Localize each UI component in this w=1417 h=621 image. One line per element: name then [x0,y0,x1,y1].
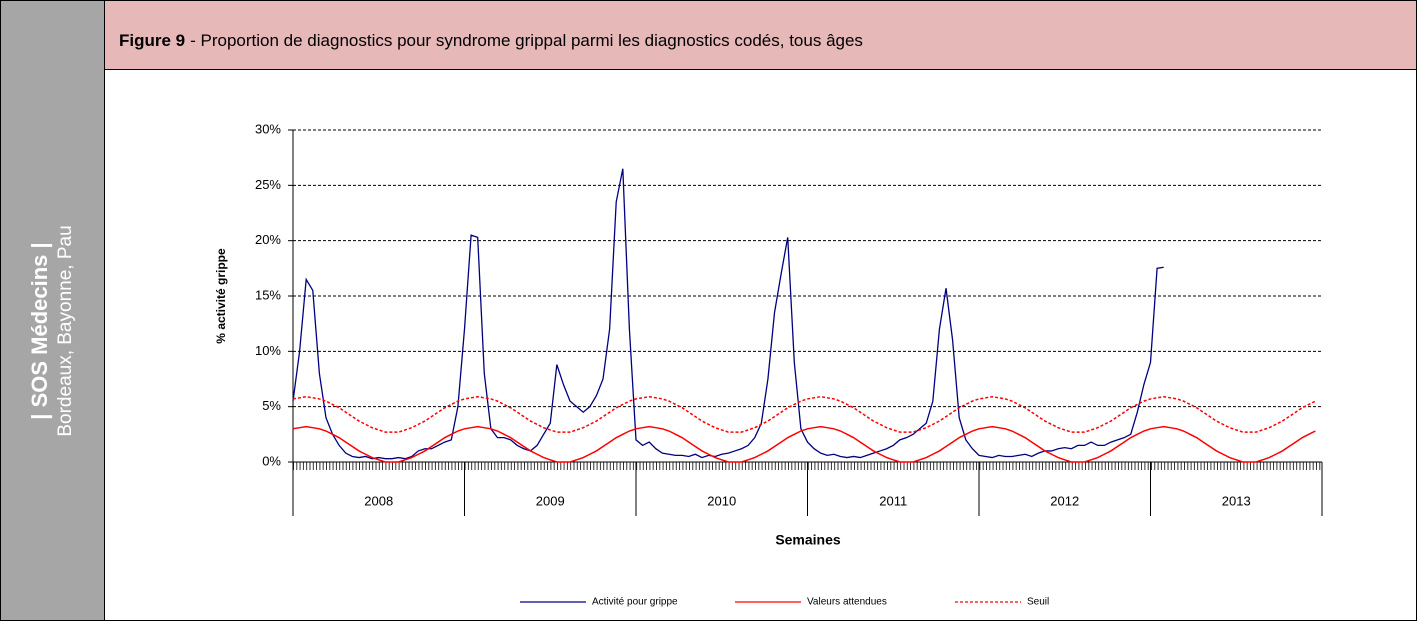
y-tick-label: 10% [255,343,281,358]
x-group-label: 2011 [879,493,907,508]
figure-label: Figure 9 [119,31,186,50]
series-line [292,168,1164,460]
figure-header: Figure 9- Proportion de diagnostics pour… [105,1,1416,70]
sidebar-title: | SOS Médecins | [27,242,52,420]
sidebar: | SOS Médecins | Bordeaux, Bayonne, Pau [1,1,105,620]
x-group-label: 2009 [536,493,565,508]
x-axis-title: Semaines [775,532,841,548]
series-line [292,425,1316,463]
y-axis-title: % activité grippe [214,248,228,344]
sidebar-text: | SOS Médecins | Bordeaux, Bayonne, Pau [27,225,79,436]
x-group-label: 2013 [1222,493,1251,508]
figure-caption: - Proportion de diagnostics pour syndrom… [190,31,863,50]
x-group-label: 2010 [707,493,736,508]
legend-label: Valeurs attendues [807,597,887,608]
y-tick-label: 5% [262,398,281,413]
y-tick-label: 0% [262,453,281,468]
legend-label: Activité pour grippe [592,597,678,608]
y-tick-label: 20% [255,232,281,247]
y-tick-label: 30% [255,121,281,136]
y-tick-label: 15% [255,287,281,302]
sidebar-subtitle: Bordeaux, Bayonne, Pau [55,225,76,437]
series-line [292,395,1316,433]
chart: % activité grippe Semaines 0% 5% 10% 15% 20%… [214,121,1323,608]
x-group-label: 2008 [364,493,393,508]
x-group-label: 2012 [1050,493,1079,508]
legend-label: Seuil [1027,597,1049,608]
y-tick-label: 25% [255,177,281,192]
